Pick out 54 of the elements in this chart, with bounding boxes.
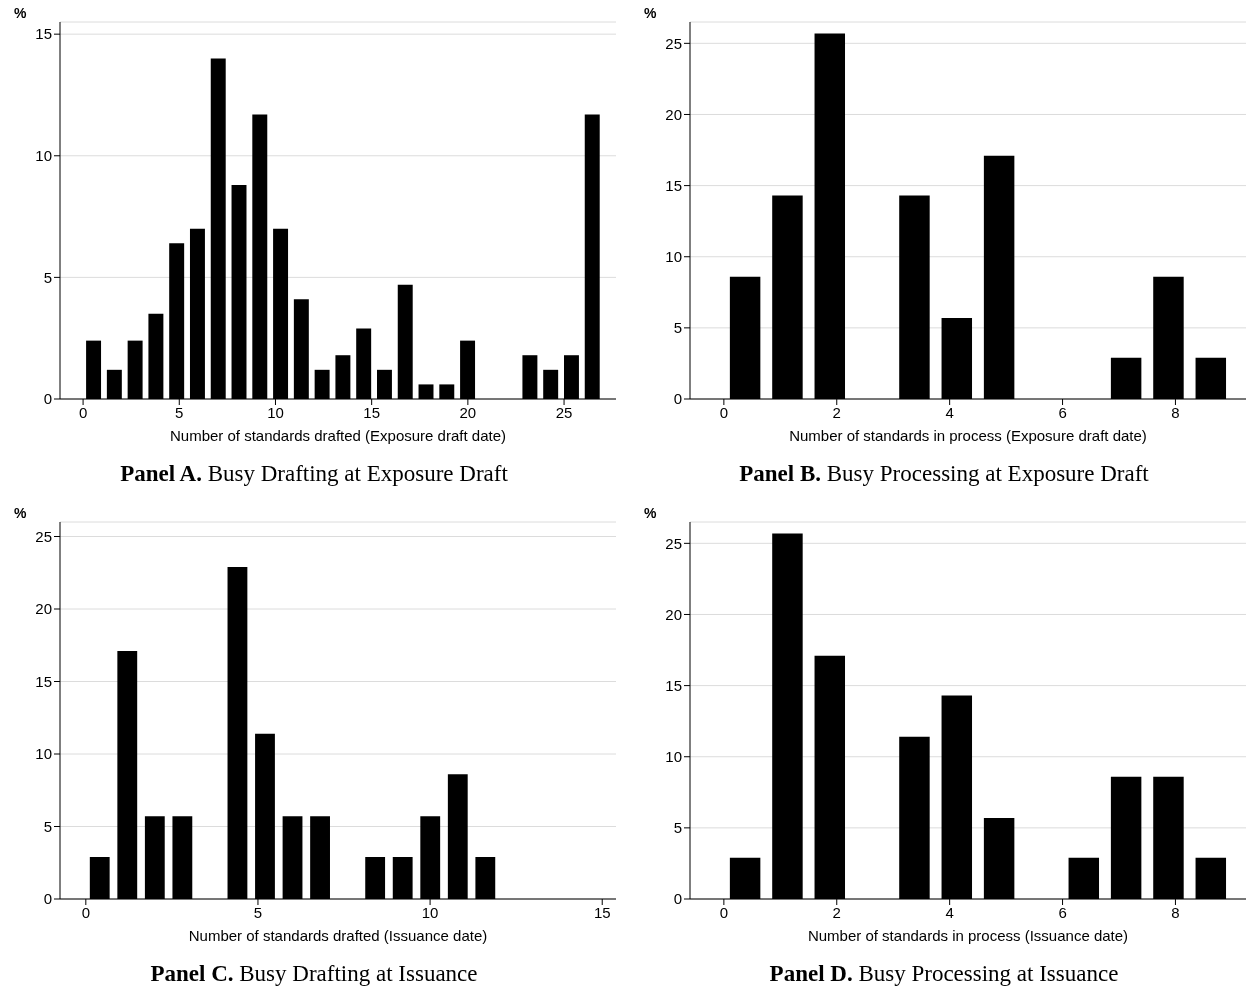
x-tick-label: 5 (175, 403, 184, 421)
x-tick-label: 2 (832, 403, 841, 421)
y-tick-label: 10 (665, 748, 682, 766)
x-tick-label: 25 (555, 403, 573, 421)
y-tick-label: 5 (673, 819, 682, 837)
y-tick-label: 5 (43, 268, 52, 286)
x-tick-label: 0 (719, 403, 729, 421)
x-tick-label: 8 (1171, 403, 1180, 421)
y-tick-label: 20 (665, 105, 682, 123)
x-tick-label: 5 (253, 903, 263, 921)
text: Panel A. Busy Drafting at Exposure Draft (119, 461, 509, 487)
x-tick-label: 10 (267, 403, 284, 421)
y-tick-label: 10 (35, 147, 52, 165)
x-tick-label: 6 (1058, 403, 1067, 421)
y-tick-label: 0 (673, 890, 682, 908)
y-axis-title: % (644, 5, 657, 21)
y-tick-label: 10 (665, 248, 682, 266)
y-axis-title: % (644, 505, 657, 521)
x-tick-label: 0 (81, 903, 90, 921)
x-tick-label: 2 (832, 903, 841, 921)
y-axis-title: % (14, 505, 27, 521)
y-tick-label: 20 (665, 605, 682, 623)
x-tick-label: 6 (1058, 903, 1067, 921)
y-tick-label: 5 (43, 817, 52, 835)
x-tick-label: 20 (459, 403, 477, 421)
y-tick-label: 15 (35, 25, 52, 43)
x-tick-label: 15 (363, 403, 381, 421)
text: Panel B. Busy Processing at Exposure Draft (738, 461, 1150, 487)
text: Panel C. Busy Drafting at Issuance (149, 961, 479, 987)
y-axis-title: % (14, 5, 27, 21)
y-tick-label: 15 (665, 676, 682, 694)
x-axis-title: Number of standards in process (Exposure draft date) (789, 427, 1147, 444)
y-tick-label: 20 (35, 600, 52, 618)
y-tick-label: 25 (665, 34, 682, 52)
y-tick-label: 0 (43, 890, 52, 908)
y-tick-label: 10 (35, 745, 52, 763)
y-tick-label: 15 (35, 672, 52, 690)
y-tick-label: 0 (43, 390, 52, 408)
x-axis-title: Number of standards in process (Issuance date) (807, 927, 1129, 944)
x-tick-label: 0 (78, 403, 88, 421)
x-tick-label: 10 (421, 903, 439, 921)
x-tick-label: 4 (945, 903, 954, 921)
x-tick-label: 4 (945, 403, 954, 421)
x-tick-label: 8 (1171, 903, 1180, 921)
x-axis-title: Number of standards drafted (Issuance date) (188, 927, 488, 944)
x-tick-label: 0 (719, 903, 729, 921)
x-axis-title: Number of standards drafted (Exposure draft date) (169, 427, 507, 444)
y-tick-label: 15 (665, 176, 682, 194)
x-tick-label: 15 (593, 903, 611, 921)
y-tick-label: 25 (35, 527, 52, 545)
text: Panel D. Busy Processing at Issuance (768, 961, 1120, 987)
y-tick-label: 5 (673, 319, 682, 337)
y-tick-label: 0 (673, 390, 682, 408)
y-tick-label: 25 (665, 534, 682, 552)
